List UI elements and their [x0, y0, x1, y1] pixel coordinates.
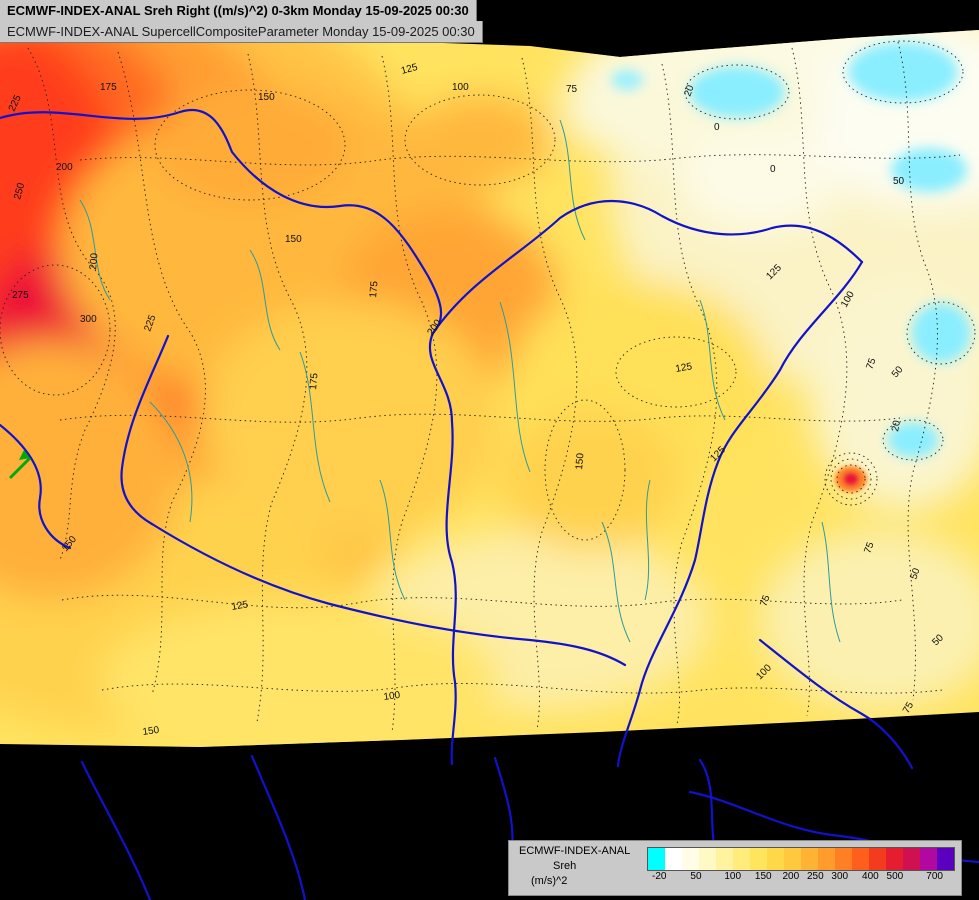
contour-label: 300	[80, 314, 97, 325]
contour-label: 75	[862, 540, 876, 555]
legend-swatch	[682, 848, 699, 870]
legend-tick-label: 200	[782, 871, 800, 882]
legend-parameter-label: Sreh	[553, 860, 577, 872]
model-domain-fill	[0, 26, 979, 747]
legend-units-label: (m/s)^2	[531, 875, 568, 887]
contour-label: 175	[100, 82, 117, 93]
legend-tick-label: 100	[724, 871, 742, 882]
legend-swatch	[767, 848, 784, 870]
legend-tick-label: 50	[690, 871, 702, 882]
contour-label: 200	[88, 252, 100, 270]
green-marker-icon	[8, 450, 32, 480]
legend-swatch	[665, 848, 682, 870]
legend-swatch	[784, 848, 801, 870]
legend-swatch	[937, 848, 954, 870]
legend-swatch	[920, 848, 937, 870]
contour-label: 75	[901, 700, 916, 716]
contour-label: 150	[142, 725, 160, 738]
contour-label: 100	[383, 690, 401, 703]
contour-label: 0	[714, 122, 720, 133]
contour-label: 75	[758, 593, 772, 608]
contour-label: 150	[258, 92, 275, 103]
contour-label: 250	[12, 181, 27, 200]
legend-swatch	[801, 848, 818, 870]
contour-label: 75	[566, 84, 578, 95]
contour-label: 50	[893, 176, 905, 187]
contour-label: 175	[368, 280, 380, 298]
legend-swatch	[869, 848, 886, 870]
legend-model-label: ECMWF-INDEX-ANAL	[519, 845, 631, 857]
country-border-paths	[0, 109, 979, 900]
legend-color-bar	[647, 847, 955, 871]
contour-label: 275	[12, 290, 29, 301]
legend-swatch	[818, 848, 835, 870]
legend-tick-label: 250	[806, 871, 824, 882]
contour-label: 200	[56, 162, 73, 173]
contour-label: 150	[285, 234, 302, 245]
color-legend: ECMWF-INDEX-ANAL Sreh (m/s)^2 -20 50 100 15…	[508, 840, 962, 896]
legend-tick-label: -20	[652, 871, 667, 882]
contour-label: 175	[308, 372, 320, 390]
legend-swatch	[648, 848, 665, 870]
legend-swatch	[699, 848, 716, 870]
contour-label: 50	[908, 566, 922, 581]
legend-swatch	[835, 848, 852, 870]
legend-tick-label: 500	[886, 871, 904, 882]
legend-swatch	[886, 848, 903, 870]
legend-swatch	[733, 848, 750, 870]
legend-swatch	[716, 848, 733, 870]
local-max-spot	[835, 466, 867, 492]
contour-label: 75	[864, 356, 878, 371]
legend-tick-label: 400	[862, 871, 879, 882]
contour-label: 100	[452, 82, 469, 93]
contour-label: 125	[231, 599, 250, 613]
legend-tick-label: 150	[754, 871, 772, 882]
legend-swatch	[852, 848, 869, 870]
legend-tick-row: -20 50 100 150 200 250 300 400 500 700	[647, 871, 953, 885]
river-paths	[79, 119, 841, 643]
contour-label: 125	[400, 62, 419, 77]
contour-label: 150	[574, 452, 586, 470]
contour-label: 0	[770, 164, 776, 175]
legend-tick-label: 300	[831, 871, 849, 882]
title-bar-primary: ECMWF-INDEX-ANAL Sreh Right ((m/s)^2) 0-…	[0, 0, 477, 22]
title-bar-secondary: ECMWF-INDEX-ANAL SupercellCompositeParam…	[0, 21, 483, 43]
legend-swatch	[750, 848, 767, 870]
contour-label: 20	[682, 83, 696, 98]
legend-tick-label: 700	[926, 871, 943, 882]
contour-label: 125	[675, 361, 694, 375]
legend-swatch	[903, 848, 920, 870]
cold-pockets	[611, 42, 971, 458]
contour-label: 20	[890, 419, 903, 432]
